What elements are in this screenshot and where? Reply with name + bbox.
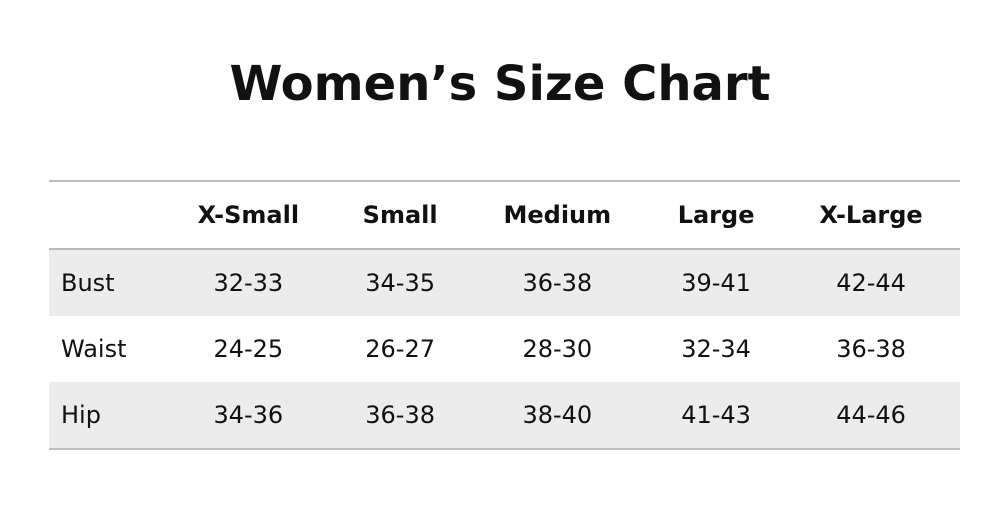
cell: 28-30 [522, 335, 593, 363]
cell: 39-41 [650, 249, 783, 316]
table-body: Bust 32-33 34-35 36-38 39-41 42-44 Waist 24-25 2… [49, 249, 960, 450]
column-header: Medium [464, 180, 650, 250]
cell: 24-25 [213, 335, 284, 363]
cell: 34-35 [335, 249, 465, 316]
cell: 26-27 [365, 335, 436, 363]
cell: 36-38 [464, 249, 650, 316]
cell: 41-43 [650, 382, 783, 450]
cell: 38-40 [464, 382, 650, 450]
column-header: X-Small [161, 180, 336, 250]
cell: 36-38 [335, 382, 465, 450]
cell: 44-46 [782, 382, 960, 450]
row-label: Bust [49, 249, 161, 316]
column-header: X-Large [782, 180, 960, 250]
row-label: Hip [49, 382, 161, 450]
cell: 36-38 [836, 335, 906, 363]
table-row: Hip 34-36 36-38 38-40 41-43 44-46 [49, 382, 960, 450]
table-row: Bust 32-33 34-35 36-38 39-41 42-44 [49, 249, 960, 316]
header-row: X-Small Small Medium Large X-Large [49, 180, 960, 250]
cell: 34-36 [161, 382, 336, 450]
cell: 32-34 [681, 335, 751, 363]
cell: 32-33 [161, 249, 336, 316]
column-header: Small [335, 180, 465, 250]
column-header: Large [650, 180, 783, 250]
title: Women’s Size Chart [229, 56, 771, 112]
size-table: X-Small Small Medium Large X-Large Bust 32-33… [49, 180, 960, 450]
cell: 42-44 [782, 249, 960, 316]
column-header [49, 180, 161, 250]
row-label: Waist [61, 335, 127, 363]
table-row: Waist 24-25 26-27 28-30 32-34 36-38 [49, 316, 960, 382]
